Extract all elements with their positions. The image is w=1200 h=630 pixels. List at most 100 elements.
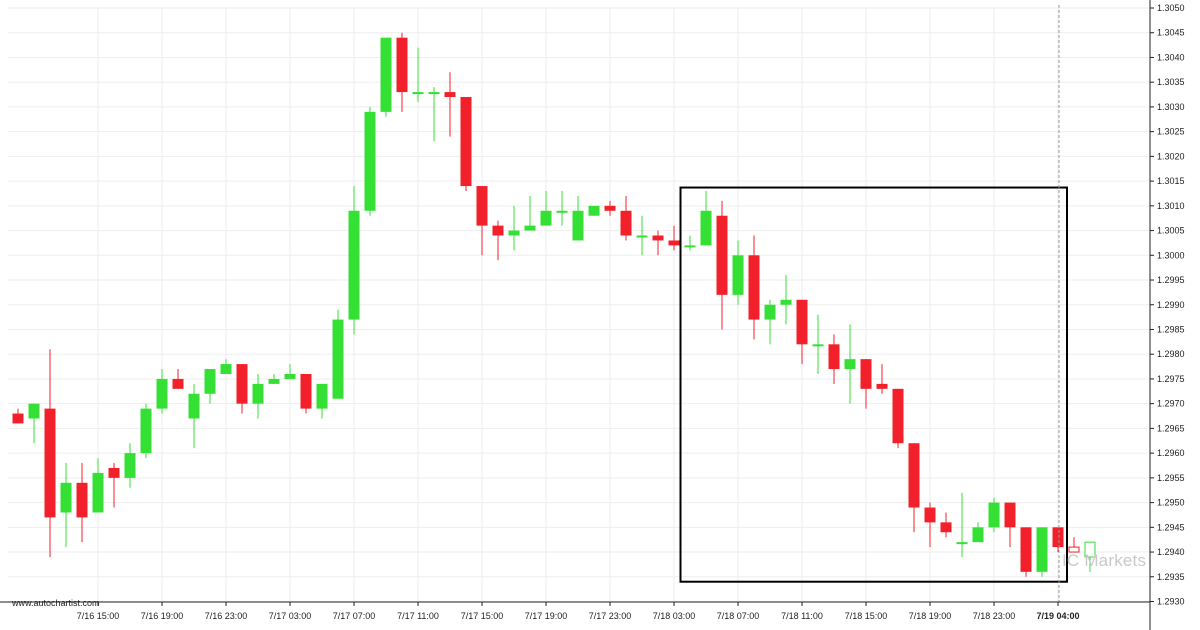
y-tick-label: 1.2990 — [1157, 300, 1185, 310]
candle — [892, 388, 904, 449]
x-tick-label: 7/16 19:00 — [141, 611, 184, 621]
candle-body — [1004, 502, 1016, 528]
y-tick-label: 1.2945 — [1157, 522, 1185, 532]
candle-body — [444, 92, 456, 98]
candles — [12, 32, 1096, 577]
grid — [8, 7, 1150, 602]
candle — [1036, 527, 1048, 577]
candle — [108, 463, 120, 508]
y-tick-label: 1.2985 — [1157, 324, 1185, 334]
y-tick-label: 1.2980 — [1157, 349, 1185, 359]
candle — [364, 106, 376, 216]
candle-body — [236, 364, 248, 404]
candle-body — [348, 210, 360, 320]
candle — [396, 32, 408, 112]
candle — [268, 373, 280, 384]
candle-body — [844, 359, 856, 370]
candle-body — [252, 383, 264, 404]
candle-body — [940, 522, 952, 533]
candle — [860, 359, 872, 409]
x-tick-label: 7/18 23:00 — [973, 611, 1016, 621]
candle — [44, 349, 56, 557]
candle — [524, 195, 536, 231]
candle-body — [732, 255, 744, 295]
candle — [700, 190, 712, 246]
x-tick-label: 7/17 03:00 — [269, 611, 312, 621]
candle — [1004, 502, 1016, 548]
candle — [508, 205, 520, 251]
y-tick-label: 1.2950 — [1157, 498, 1185, 508]
x-axis: 7/16 15:00 7/16 19:00 7/16 23:00 7/17 03:00… — [0, 601, 1150, 621]
candle-body — [1052, 527, 1064, 548]
y-tick-label: 1.2975 — [1157, 374, 1185, 384]
candle — [540, 190, 552, 226]
candle — [572, 195, 584, 241]
x-tick-label: 7/18 15:00 — [845, 611, 888, 621]
candle — [60, 463, 72, 548]
candle-body — [620, 210, 632, 236]
pattern-overlay — [679, 5, 1068, 602]
candle-body — [780, 299, 792, 305]
y-tick-label: 1.3045 — [1157, 28, 1185, 38]
x-tick-label: 7/18 19:00 — [909, 611, 952, 621]
candle-body — [332, 319, 344, 399]
y-tick-label: 1.2995 — [1157, 275, 1185, 285]
y-tick-label: 1.3040 — [1157, 52, 1185, 62]
candle — [556, 190, 568, 226]
candle — [460, 97, 472, 191]
candle — [188, 383, 200, 449]
candle — [220, 359, 232, 374]
candle — [76, 463, 88, 543]
candle-body — [140, 408, 152, 454]
candle — [316, 383, 328, 419]
candle-body — [268, 378, 280, 384]
candle — [940, 512, 952, 538]
y-tick-label: 1.2940 — [1157, 547, 1185, 557]
y-tick-label: 1.3015 — [1157, 176, 1185, 186]
candle-body — [540, 210, 552, 226]
candle — [812, 314, 824, 374]
y-tick-label: 1.2930 — [1157, 597, 1185, 607]
candle-body — [556, 210, 568, 213]
candle — [348, 186, 360, 335]
candle — [300, 373, 312, 414]
candle — [28, 403, 40, 444]
candle — [796, 299, 808, 365]
candle — [172, 369, 184, 389]
y-tick-label: 1.3010 — [1157, 201, 1185, 211]
x-tick-label: 7/16 15:00 — [77, 611, 120, 621]
candle-body — [508, 230, 520, 236]
candle-body — [972, 527, 984, 543]
candle-body — [636, 235, 648, 238]
candle — [652, 230, 664, 256]
x-tick-label: 7/17 15:00 — [461, 611, 504, 621]
candle — [588, 205, 600, 216]
candle — [444, 72, 456, 137]
candle — [780, 275, 792, 325]
x-tick-label: 7/19 04:00 — [1036, 611, 1079, 621]
candle — [620, 195, 632, 241]
candle — [92, 458, 104, 513]
y-tick-label: 1.2970 — [1157, 399, 1185, 409]
candle-body — [108, 467, 120, 478]
candle-body — [988, 502, 1000, 528]
y-tick-label: 1.2960 — [1157, 448, 1185, 458]
x-tick-label: 7/17 19:00 — [525, 611, 568, 621]
candle-body — [476, 186, 488, 226]
candle — [828, 334, 840, 384]
candle — [668, 225, 680, 251]
x-tick-label: 7/18 07:00 — [717, 611, 760, 621]
candle — [1052, 527, 1064, 553]
candle — [380, 37, 392, 117]
candle-body — [220, 364, 232, 374]
candle-body — [1036, 527, 1048, 572]
candle-body — [156, 378, 168, 409]
candle-body — [652, 235, 664, 241]
candle-body — [172, 378, 184, 389]
candle — [844, 324, 856, 404]
candle — [12, 408, 24, 424]
candle-body — [572, 210, 584, 241]
candle-body — [28, 403, 40, 419]
candle-body — [876, 383, 888, 389]
